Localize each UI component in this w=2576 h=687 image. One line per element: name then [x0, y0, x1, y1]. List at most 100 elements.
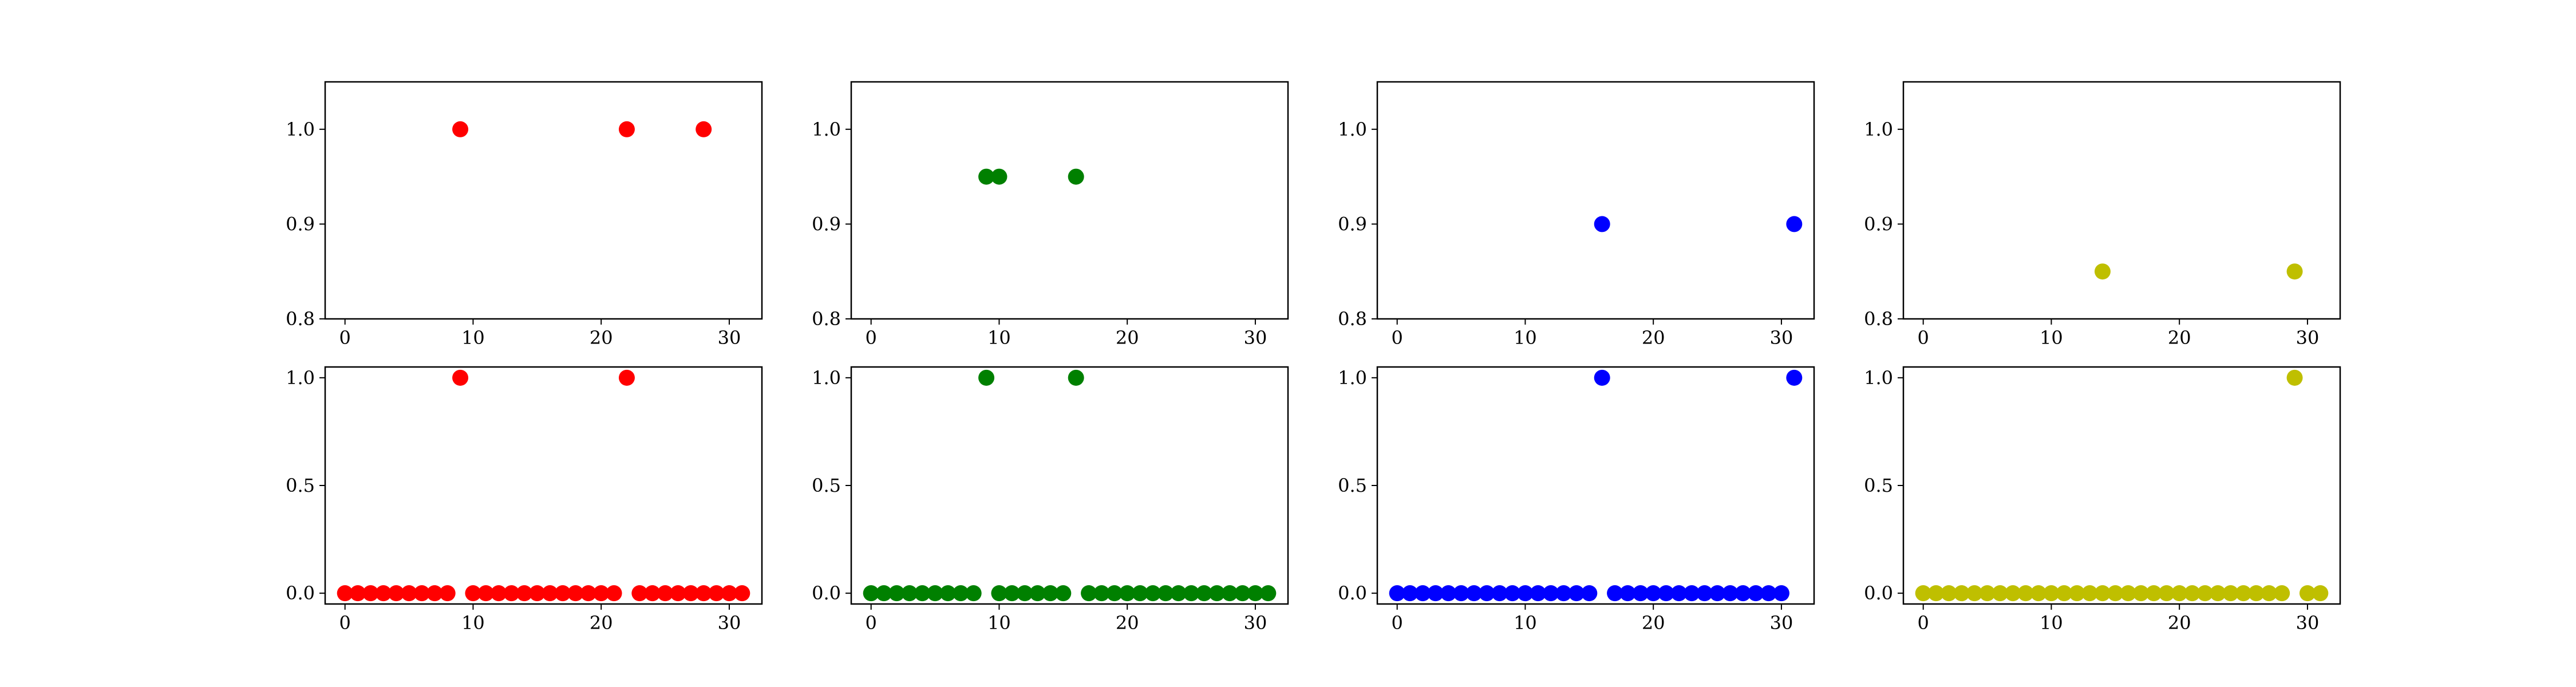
data-point — [1222, 585, 1238, 602]
data-point — [1247, 585, 1263, 602]
subplot-r1-c2: 0 10 20 30 0.0 0.5 1.0 — [1338, 366, 1815, 634]
x-tick-label: 30 — [1244, 612, 1267, 634]
subplot-r0-c1: 0 10 20 30 0.8 0.9 1.0 — [812, 81, 1289, 349]
data-point — [965, 585, 982, 602]
subplot-r0-c0: 0 10 20 30 0.8 0.9 1.0 — [286, 81, 763, 349]
x-tick-label: 0 — [866, 612, 877, 634]
data-point — [618, 121, 635, 137]
data-point — [567, 585, 584, 602]
data-point — [1658, 585, 1674, 602]
data-point — [2312, 585, 2329, 602]
x-tick-label: 10 — [1514, 612, 1537, 634]
data-point — [991, 168, 1008, 185]
y-tick-label: 1.0 — [1338, 367, 1367, 389]
x-tick-label: 30 — [718, 327, 741, 349]
data-points — [452, 121, 712, 137]
axes-frame — [324, 81, 763, 320]
x-tick-label: 20 — [590, 327, 613, 349]
y-tick-label: 0.9 — [286, 213, 315, 235]
data-point — [388, 585, 405, 602]
data-point — [1992, 585, 2008, 602]
y-tick-label: 1.0 — [1338, 119, 1367, 140]
x-tick-label: 20 — [590, 612, 613, 634]
data-point — [426, 585, 443, 602]
data-point — [503, 585, 520, 602]
data-points — [863, 369, 1277, 602]
data-point — [1594, 369, 1610, 386]
data-point — [2094, 263, 2111, 280]
data-point — [2069, 585, 2085, 602]
data-point — [1581, 585, 1598, 602]
y-tick-label: 0.5 — [1864, 475, 1893, 496]
data-point — [2120, 585, 2136, 602]
data-point — [375, 585, 392, 602]
y-tick-label: 1.0 — [286, 119, 315, 140]
x-tick-label: 20 — [2168, 327, 2191, 349]
data-point — [439, 585, 456, 602]
data-point — [708, 585, 725, 602]
data-point — [1196, 585, 1212, 602]
data-points — [978, 168, 1084, 185]
data-point — [1208, 585, 1225, 602]
data-point — [1068, 369, 1084, 386]
data-point — [2030, 585, 2047, 602]
data-point — [1773, 585, 1789, 602]
data-point — [657, 585, 674, 602]
y-tick-label: 1.0 — [1864, 367, 1893, 389]
data-point — [1427, 585, 1444, 602]
y-tick-label: 0.9 — [1864, 213, 1893, 235]
data-point — [1504, 585, 1521, 602]
data-point — [1696, 585, 1713, 602]
data-point — [914, 585, 931, 602]
data-point — [1607, 585, 1623, 602]
subplot-r1-c0: 0 10 20 30 0.0 0.5 1.0 — [286, 366, 763, 634]
data-point — [1491, 585, 1508, 602]
data-point — [491, 585, 507, 602]
data-point — [1055, 585, 1072, 602]
data-point — [2196, 585, 2213, 602]
data-point — [1619, 585, 1636, 602]
data-point — [1670, 585, 1687, 602]
data-point — [876, 585, 892, 602]
data-point — [1003, 585, 1020, 602]
data-point — [863, 585, 879, 602]
subplot-r1-c3: 0 10 20 30 0.0 0.5 1.0 — [1864, 366, 2341, 634]
y-tick-label: 0.8 — [1338, 308, 1367, 330]
x-tick-label: 10 — [987, 612, 1011, 634]
data-point — [401, 585, 417, 602]
x-tick-label: 10 — [987, 327, 1011, 349]
x-tick-label: 20 — [2168, 612, 2191, 634]
data-point — [1786, 216, 1803, 232]
data-point — [2171, 585, 2188, 602]
data-points — [2094, 263, 2303, 280]
data-point — [2210, 585, 2226, 602]
y-tick-label: 1.0 — [812, 367, 841, 389]
data-point — [2274, 585, 2290, 602]
subplot-r0-c3: 0 10 20 30 0.8 0.9 1.0 — [1864, 81, 2341, 349]
data-point — [2235, 585, 2252, 602]
data-point — [888, 585, 905, 602]
x-tick-label: 30 — [2296, 612, 2320, 634]
data-point — [978, 369, 995, 386]
data-point — [1234, 585, 1251, 602]
x-tick-label: 0 — [1918, 327, 1929, 349]
data-point — [2005, 585, 2021, 602]
data-point — [670, 585, 686, 602]
data-point — [618, 369, 635, 386]
data-point — [1440, 585, 1457, 602]
data-point — [696, 121, 712, 137]
y-tick-label: 0.8 — [286, 308, 315, 330]
data-point — [593, 585, 610, 602]
subplot-r0-c2: 0 10 20 30 0.8 0.9 1.0 — [1338, 81, 1815, 349]
data-point — [2081, 585, 2098, 602]
data-point — [696, 585, 712, 602]
data-point — [1402, 585, 1419, 602]
data-point — [1530, 585, 1546, 602]
data-point — [1915, 585, 1931, 602]
x-tick-label: 20 — [1642, 327, 1665, 349]
x-tick-label: 30 — [2296, 327, 2320, 349]
data-point — [927, 585, 943, 602]
data-point — [1144, 585, 1161, 602]
data-point — [1132, 585, 1148, 602]
